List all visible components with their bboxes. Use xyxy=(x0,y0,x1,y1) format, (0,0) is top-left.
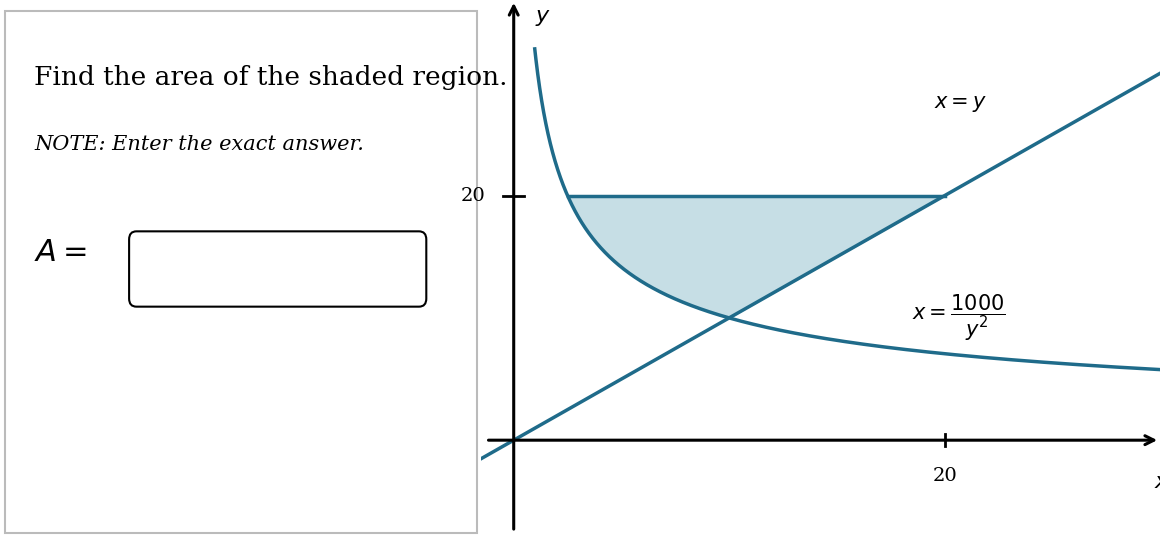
Text: 20: 20 xyxy=(461,187,486,204)
Text: $x = \dfrac{1000}{y^2}$: $x = \dfrac{1000}{y^2}$ xyxy=(912,293,1006,343)
Text: $y$: $y$ xyxy=(535,6,551,28)
Text: 20: 20 xyxy=(933,467,957,485)
Text: $x$: $x$ xyxy=(1153,471,1160,493)
Text: $A =$: $A =$ xyxy=(34,237,87,268)
Text: NOTE: Enter the exact answer.: NOTE: Enter the exact answer. xyxy=(34,134,364,153)
Text: $x = y$: $x = y$ xyxy=(934,94,987,114)
Text: Find the area of the shaded region.: Find the area of the shaded region. xyxy=(34,65,508,89)
FancyBboxPatch shape xyxy=(129,231,427,307)
